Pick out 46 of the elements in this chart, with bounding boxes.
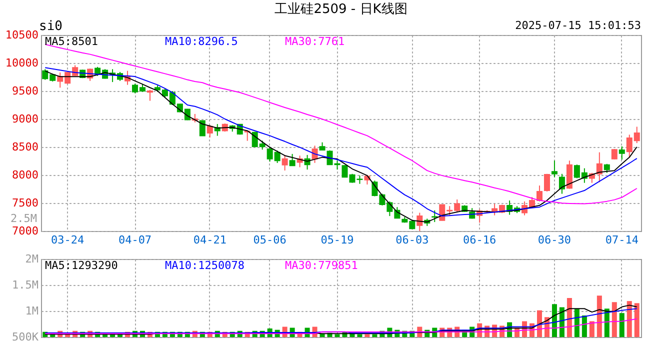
y-tick-label: 7000 <box>12 224 38 238</box>
y-tick-label: 10000 <box>5 56 38 70</box>
y-tick-label: 500K <box>12 330 39 344</box>
chart-title: 工业硅2509 - 日K线图 <box>274 2 408 17</box>
text: MA5:8501 <box>45 35 98 48</box>
chart-subtitle: si0 <box>39 19 62 34</box>
candlestick <box>544 173 550 192</box>
y-tick-label: 8500 <box>12 140 38 154</box>
y-tick-label: 1.5M <box>12 278 39 292</box>
y-tick-label: 8000 <box>12 168 38 182</box>
y-tick-label: 1M <box>25 304 39 318</box>
candlestick <box>566 160 572 190</box>
candlestick <box>551 160 558 178</box>
x-tick-label: 05-19 <box>320 234 354 246</box>
x-tick-label: 06-03 <box>396 234 429 246</box>
candlestick <box>558 173 565 194</box>
x-tick-label: 06-16 <box>463 234 496 246</box>
text: MA5:1293290 <box>45 259 118 272</box>
candlestick <box>596 152 602 183</box>
text: 2025-07-15 15:01:53 <box>515 19 641 32</box>
x-tick-label: 04-21 <box>193 234 226 246</box>
y-tick-label: 9000 <box>12 112 38 126</box>
text: MA10:1250078 <box>165 259 244 272</box>
text: 2.5M <box>10 212 38 225</box>
text: MA30:7761 <box>285 35 345 48</box>
candlestick <box>289 153 296 166</box>
y-tick-label: 2M <box>25 252 39 266</box>
y-tick-label: 7500 <box>12 196 38 210</box>
y-tick-label: 10500 <box>5 28 38 42</box>
candlestick <box>416 212 423 232</box>
line-series <box>44 318 638 334</box>
text: MA30:779851 <box>285 259 358 272</box>
candlestick <box>432 210 438 223</box>
candlestick <box>199 120 206 136</box>
candlestick <box>206 124 213 138</box>
line-series <box>44 44 638 204</box>
x-tick-label: 05-06 <box>253 234 286 246</box>
x-tick-label: 03-24 <box>51 234 85 246</box>
x-tick-label: 04-07 <box>118 234 152 246</box>
text: MA10:8296.5 <box>165 35 238 48</box>
x-tick-label: 06-30 <box>538 234 572 246</box>
y-tick-label: 9500 <box>12 84 38 98</box>
candlestick <box>146 89 153 102</box>
x-tick-label: 07-14 <box>605 234 639 246</box>
candlestick <box>618 146 625 160</box>
candlestick <box>282 154 288 172</box>
